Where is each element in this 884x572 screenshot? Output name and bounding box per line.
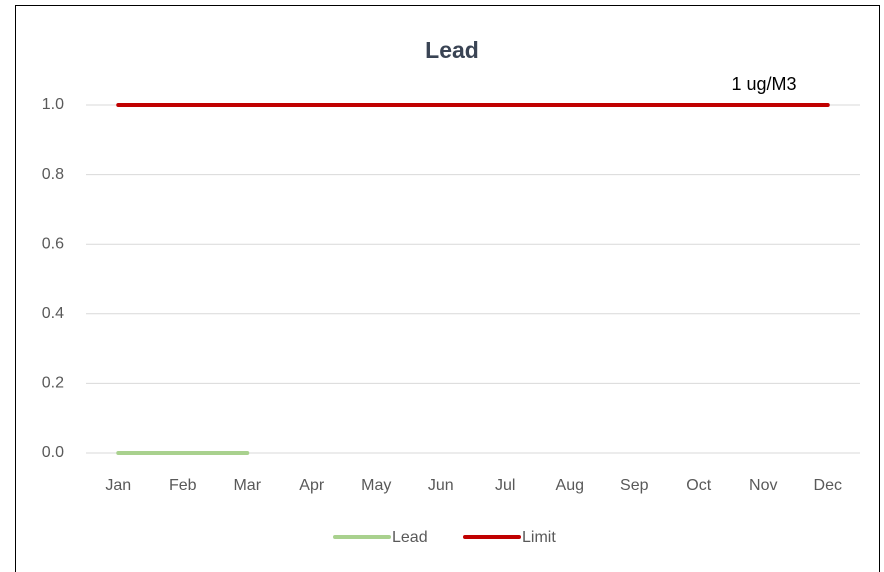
- y-tick-label: 0.2: [42, 375, 64, 392]
- x-tick-label: Mar: [233, 477, 261, 494]
- y-tick-label: 0.4: [42, 305, 64, 322]
- legend-label: Limit: [522, 529, 556, 546]
- chart-title: Lead: [425, 37, 479, 63]
- chart-frame: [15, 5, 880, 572]
- x-tick-label: Apr: [299, 477, 325, 494]
- x-tick-label: Dec: [814, 477, 842, 494]
- x-tick-label: Oct: [686, 477, 711, 494]
- x-tick-label: Sep: [620, 477, 649, 494]
- x-tick-label: Nov: [749, 477, 777, 494]
- y-tick-label: 0.6: [42, 235, 64, 252]
- y-tick-label: 1.0: [42, 96, 64, 113]
- x-tick-label: Jun: [428, 477, 454, 494]
- annotation: 1 ug/M3: [731, 74, 796, 94]
- x-tick-label: Jan: [105, 477, 131, 494]
- y-tick-label: 0.0: [42, 444, 64, 461]
- x-tick-label: May: [361, 477, 391, 494]
- y-tick-label: 0.8: [42, 166, 64, 183]
- x-tick-label: Jul: [495, 477, 515, 494]
- x-tick-label: Aug: [556, 477, 584, 494]
- legend-label: Lead: [392, 529, 428, 546]
- x-tick-label: Feb: [169, 477, 197, 494]
